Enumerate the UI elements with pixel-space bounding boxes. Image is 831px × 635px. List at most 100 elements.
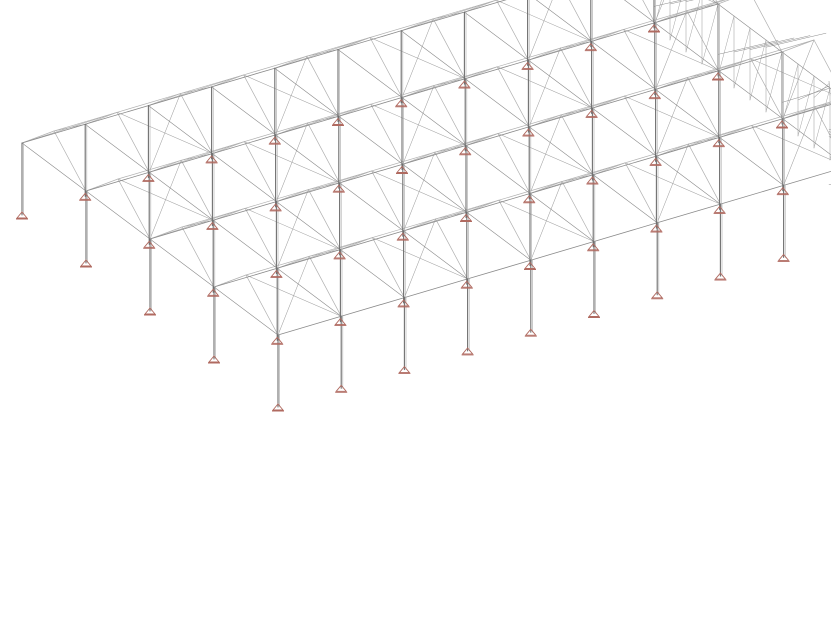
- rafter: [213, 274, 247, 288]
- rafter: [528, 114, 562, 128]
- rafter: [624, 95, 657, 157]
- eave-beam: [212, 201, 277, 221]
- ridge-beam: [53, 111, 118, 132]
- ridge-beam: [245, 255, 310, 276]
- support-icon: [651, 291, 664, 300]
- rafter: [306, 55, 340, 117]
- support-icon: [777, 253, 790, 262]
- ridge-beam: [687, 58, 752, 78]
- eave-beam: [211, 134, 277, 155]
- eave-beam: [337, 30, 402, 50]
- eave-beam: [783, 170, 831, 186]
- eave-beam: [84, 105, 149, 125]
- rafter: [148, 93, 181, 106]
- roof-brace: [561, 174, 594, 182]
- rafter: [338, 103, 372, 117]
- purlin-extension: [669, 0, 689, 5]
- column-layer: [21, 0, 831, 408]
- rafter: [149, 226, 183, 240]
- rafter: [560, 114, 594, 176]
- tie-beam: [403, 230, 468, 280]
- support-icon: [649, 157, 662, 166]
- tie-beam: [655, 89, 720, 138]
- rafter: [654, 10, 688, 24]
- support-icon: [271, 336, 284, 345]
- roof-brace: [276, 189, 309, 269]
- rafter: [433, 85, 467, 146]
- support-icon: [272, 403, 284, 412]
- wall-brace: [765, 51, 783, 113]
- support-icon: [712, 138, 725, 148]
- rafter: [337, 37, 371, 50]
- rafter: [813, 39, 831, 73]
- tie-beam: [528, 59, 593, 109]
- rafter: [339, 170, 372, 184]
- ridge-beam: [688, 125, 752, 145]
- rafter: [529, 181, 563, 194]
- ridge-beam: [496, 47, 561, 68]
- support-icon: [396, 165, 408, 174]
- eave-beam: [274, 49, 339, 69]
- rafter: [211, 74, 244, 88]
- roof-brace: [402, 85, 435, 165]
- rafter: [528, 47, 561, 61]
- rafter: [117, 178, 151, 240]
- roof-brace: [307, 115, 340, 124]
- ridge-beam: [117, 159, 182, 180]
- eave-beam: [654, 3, 719, 24]
- rafter: [84, 111, 118, 125]
- wall-brace: [781, 63, 799, 125]
- rafter: [274, 55, 308, 69]
- eave-beam: [465, 126, 530, 146]
- rafter: [243, 74, 276, 136]
- ridge-beam: [686, 0, 725, 12]
- ridge-beam: [623, 10, 688, 30]
- support-icon: [458, 80, 471, 89]
- roof-brace: [687, 70, 720, 78]
- roof-brace: [530, 181, 563, 261]
- rafter: [85, 178, 119, 192]
- eave-beam: [85, 171, 150, 192]
- eave-beam: [592, 89, 656, 109]
- eave-beam: [400, 11, 465, 32]
- wall-brace: [669, 0, 681, 41]
- tie-beam: [529, 193, 595, 242]
- roof-brace: [308, 249, 341, 257]
- roof-brace: [149, 160, 182, 240]
- roof-brace: [306, 49, 339, 57]
- rafter: [275, 122, 308, 136]
- ridge-beam: [432, 0, 497, 20]
- rafter: [432, 18, 466, 80]
- roof-brace: [528, 0, 553, 61]
- eave-beam: [467, 259, 532, 280]
- eave-beam: [275, 182, 341, 203]
- roof-brace: [782, 39, 815, 119]
- rafter: [497, 133, 531, 194]
- roof-brace: [432, 11, 465, 20]
- tie-beam: [402, 163, 468, 213]
- support-icon: [396, 232, 409, 241]
- tie-beam: [337, 49, 403, 98]
- rafter: [435, 218, 468, 280]
- roof-brace: [435, 211, 468, 220]
- rafter: [148, 159, 182, 173]
- support-icon: [586, 176, 599, 185]
- rafter: [718, 58, 752, 72]
- roof-brace: [560, 107, 593, 116]
- wall-brace: [717, 15, 735, 77]
- ridge-beam: [814, 101, 831, 108]
- eave-beam: [463, 0, 507, 13]
- support-icon: [270, 269, 283, 279]
- eave-beam: [149, 219, 214, 240]
- tie-beam: [21, 142, 87, 192]
- tie-beam: [212, 220, 278, 269]
- support-icon: [207, 288, 220, 297]
- roof-brace: [750, 58, 831, 94]
- eave-beam: [401, 78, 466, 98]
- ridge-beam: [181, 207, 246, 228]
- rafter: [688, 143, 721, 205]
- eave-beam: [148, 153, 213, 173]
- roof-brace: [434, 145, 467, 153]
- support-icon: [776, 186, 789, 196]
- ridge-beam: [433, 66, 498, 86]
